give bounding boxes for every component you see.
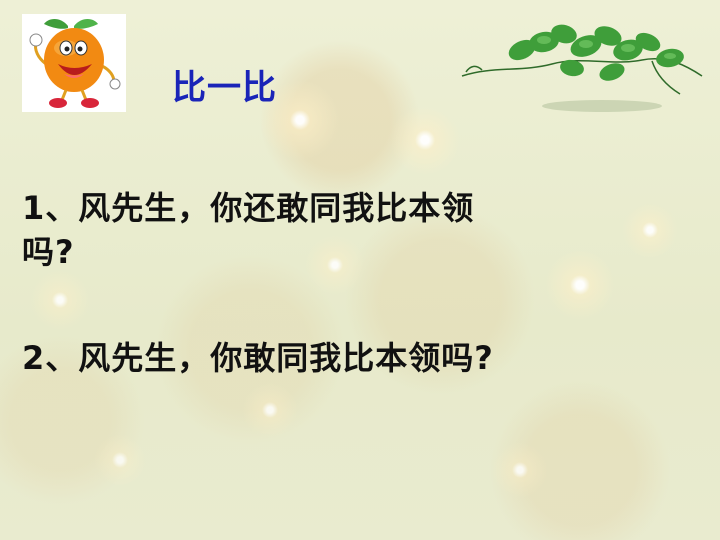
question-2-line-1: 2、风先生，你敢同我比本领吗? (22, 339, 494, 377)
question-1-line-1: 1、风先生，你还敢同我比本领 (22, 189, 475, 227)
orange-cartoon-icon (22, 14, 126, 112)
question-1: 1、风先生，你还敢同我比本领 吗? (22, 186, 632, 274)
slide-title: 比一比 (172, 68, 277, 108)
question-1-line-2: 吗? (22, 233, 75, 271)
vine-leaves-icon (452, 6, 712, 118)
question-2: 2、风先生，你敢同我比本领吗? (22, 336, 702, 380)
